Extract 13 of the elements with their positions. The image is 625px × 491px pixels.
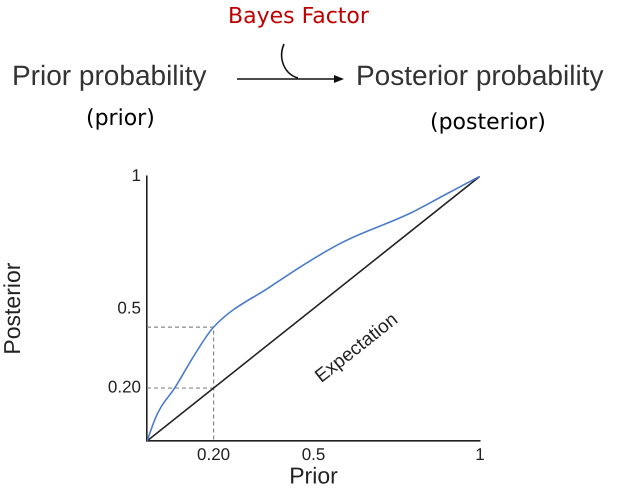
y-tick-label: 0.5: [117, 298, 141, 318]
x-tick-label: 0.20: [197, 444, 230, 464]
y-axis-title: Posterior: [0, 262, 26, 355]
text: Bayes Factor: [228, 4, 369, 29]
y-tick-label: 1: [132, 166, 141, 185]
text: (prior): [86, 106, 155, 131]
x-tick-label: 1: [475, 444, 485, 464]
x-tick-label: 0.5: [302, 444, 326, 464]
text: Prior probability: [12, 60, 207, 91]
text: (posterior): [430, 110, 546, 135]
text: Posterior probability: [356, 60, 604, 91]
y-tick-label: 0.20: [108, 378, 141, 397]
x-axis-title: Prior: [289, 462, 338, 489]
